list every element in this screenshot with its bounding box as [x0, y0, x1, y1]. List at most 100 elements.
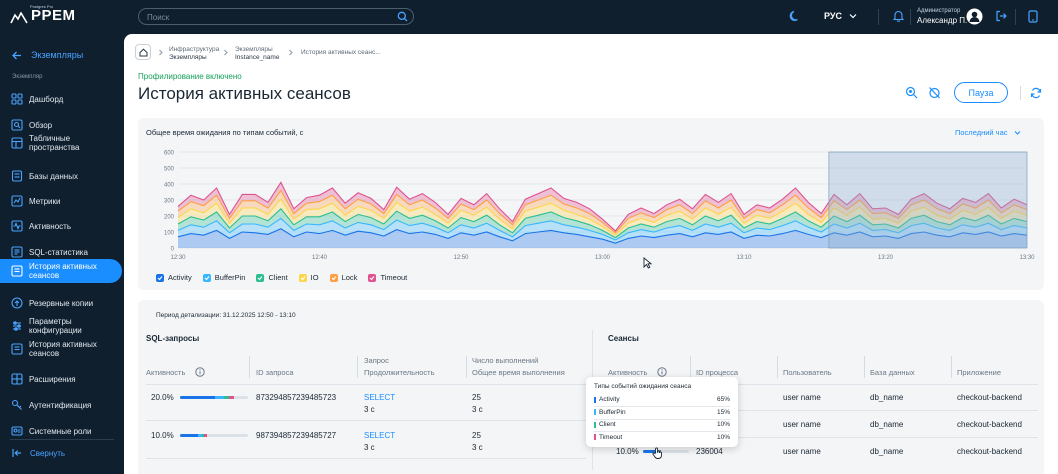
checkbox-checked-icon[interactable] [368, 273, 377, 282]
logo-subtitle: Postgres Pro [30, 4, 54, 9]
row-query-link[interactable]: SELECT [364, 431, 396, 440]
sidebar-item-config[interactable]: Параметры конфигурации [0, 314, 122, 338]
x-tick-label: 13:20 [878, 255, 894, 261]
logo-mark-icon [10, 12, 28, 24]
tooltip-label: Client [599, 421, 616, 428]
legend-item-timeout[interactable]: Timeout [368, 273, 407, 282]
col-query[interactable]: Запрос [364, 356, 389, 365]
wait-time-chart-card: Общее время ожидания по типам событий, с… [138, 118, 1044, 290]
activity-bar[interactable] [643, 450, 689, 453]
col-pid[interactable]: ID процесса [696, 368, 739, 377]
avatar-icon[interactable] [966, 8, 983, 25]
row-app: checkout-backend [957, 447, 1022, 456]
area-series-activity[interactable] [178, 228, 1027, 248]
sidebar-item-metrics[interactable]: Метрики [0, 192, 122, 210]
activity-bar-segment [197, 434, 202, 437]
search-zoom-icon[interactable] [905, 86, 918, 99]
divider [878, 9, 879, 25]
col-user[interactable]: Пользователь [783, 368, 832, 377]
sidebar-item-extensions[interactable]: Расширения [0, 370, 122, 388]
col-exec-count[interactable]: Число выполнений [472, 356, 539, 365]
checkbox-checked-icon[interactable] [256, 273, 265, 282]
activity-bar[interactable] [180, 434, 248, 437]
search-icon[interactable] [397, 11, 408, 22]
checkbox-checked-icon[interactable] [298, 273, 307, 282]
col-duration[interactable]: Продолжительность [364, 368, 435, 377]
sidebar-item-backup[interactable]: Резервные копии [0, 294, 122, 312]
sidebar-item-history[interactable]: История активных сеансов [0, 259, 122, 283]
roles-icon [11, 426, 23, 436]
info-icon[interactable] [657, 367, 667, 377]
x-tick-label: 13:10 [736, 255, 752, 261]
sidebar-item-label: SQL-статистика [29, 248, 88, 257]
logout-icon[interactable] [995, 10, 1007, 22]
col-divider [249, 356, 250, 378]
col-activity[interactable]: Активность [608, 368, 648, 377]
info-icon[interactable] [195, 367, 205, 377]
collapse-sidebar-button[interactable]: Свернуть [12, 448, 65, 458]
col-app[interactable]: Приложение [957, 368, 1001, 377]
period-selector[interactable]: Последний час [955, 128, 1021, 137]
time-range-selection[interactable] [828, 151, 1028, 249]
backup-icon [11, 297, 23, 309]
sidebar-item-history[interactable]: История активных сеансов [0, 337, 122, 361]
checkbox-checked-icon[interactable] [329, 273, 338, 282]
x-tick-label: 13:30 [1019, 255, 1035, 261]
search-input[interactable] [147, 11, 387, 23]
breadcrumb-item[interactable]: Инфраструктура Экземпляры [169, 46, 220, 61]
sidebar-item-overview[interactable]: Обзор [0, 116, 122, 134]
moon-icon[interactable] [789, 10, 801, 22]
sidebar-item-key[interactable]: Аутентификация [0, 396, 122, 414]
sidebar-item-roles[interactable]: Системные роли [0, 422, 122, 440]
legend-item-io[interactable]: IO [298, 273, 319, 282]
search-box[interactable] [138, 8, 414, 25]
row-query-link[interactable]: SELECT [364, 393, 396, 402]
wait-time-chart[interactable]: 0 100 200 300 400 500 600 12:30 12:40 12:50 13:00 1… [138, 118, 1044, 268]
legend-item-lock[interactable]: Lock [329, 273, 358, 282]
y-tick-label: 200 [164, 215, 175, 221]
sidebar-item-dashboard[interactable]: Дашборд [0, 90, 122, 108]
sidebar-item-database[interactable]: Базы данных [0, 167, 122, 185]
sidebar-item-tablespace[interactable]: Табличные пространства [0, 131, 122, 155]
area-series-client[interactable] [178, 208, 1027, 240]
home-button[interactable] [135, 44, 151, 60]
legend-item-bufferpin[interactable]: BufferPin [202, 273, 245, 282]
checkbox-checked-icon[interactable] [202, 273, 211, 282]
refresh-icon[interactable] [1030, 87, 1042, 99]
col-query-id[interactable]: ID запроса [256, 368, 294, 377]
extensions-icon [11, 373, 23, 385]
logo[interactable]: Postgres Pro PPEM [10, 4, 76, 24]
language-selector[interactable]: РУС [824, 11, 842, 21]
breadcrumb-item[interactable]: Экземпляры Instance_name [235, 46, 280, 61]
col-divider [864, 356, 865, 378]
user-role: Администратор [917, 8, 961, 14]
page-title: История активных сеансов [138, 84, 351, 103]
area-series-bufferpin[interactable] [178, 218, 1027, 244]
sidebar-item-activity[interactable]: Активность [0, 217, 122, 235]
tooltip-value: 10% [716, 433, 730, 441]
sidebar-item-label: Активность [29, 222, 72, 231]
logo-text: PPEM [31, 7, 76, 24]
chevron-right-icon [289, 49, 293, 56]
timer-off-icon[interactable] [928, 86, 941, 99]
chevron-down-icon[interactable] [849, 12, 857, 20]
bell-icon[interactable] [893, 10, 904, 22]
legend-label: Timeout [380, 273, 408, 282]
col-activity[interactable]: Активность [146, 368, 186, 377]
legend-item-activity[interactable]: Activity [156, 273, 192, 282]
legend-item-client[interactable]: Client [256, 273, 288, 282]
col-divider [951, 356, 952, 378]
col-exec-total[interactable]: Общее время выполнения [472, 368, 565, 377]
sidebar-item-sql[interactable]: SQL-статистика [0, 243, 122, 261]
divider [1020, 86, 1021, 100]
legend-label: Lock [341, 273, 358, 282]
activity-bar-segment [180, 434, 198, 437]
activity-bar[interactable] [180, 396, 248, 399]
checkbox-checked-icon[interactable] [156, 273, 164, 282]
tablet-icon[interactable] [1028, 10, 1038, 23]
back-to-instances-link[interactable]: Экземпляры [12, 50, 83, 60]
chart-title: Общее время ожидания по типам событий, с [146, 128, 304, 137]
section-label: Экземпляр [12, 74, 43, 80]
pause-button[interactable]: Пауза [954, 82, 1008, 103]
col-db[interactable]: База данных [870, 368, 915, 377]
